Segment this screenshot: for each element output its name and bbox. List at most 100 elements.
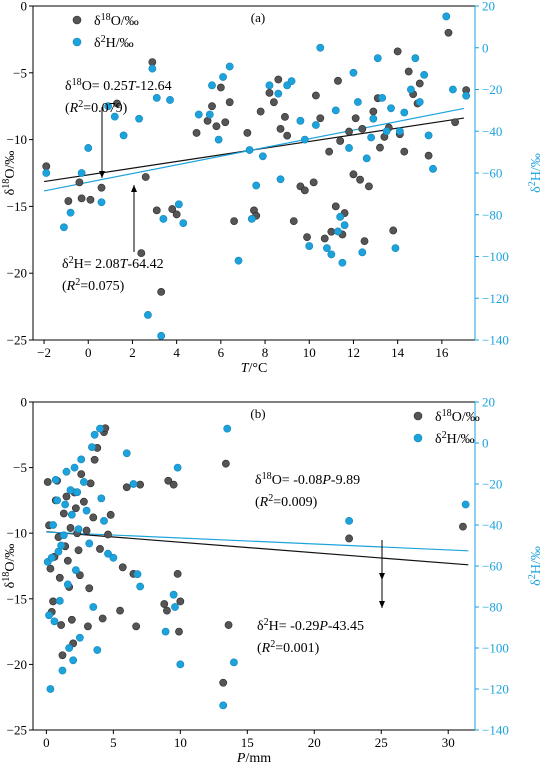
d2h-point bbox=[223, 424, 232, 433]
right-y-tick-label: −40 bbox=[482, 124, 502, 139]
d2h-point bbox=[411, 54, 420, 63]
d18o-point bbox=[86, 479, 95, 488]
d2h-point bbox=[70, 463, 79, 472]
legend: δ18O/‰ δ2H/‰ bbox=[413, 408, 480, 448]
d18o-point bbox=[96, 545, 104, 553]
d2h-point bbox=[219, 701, 228, 710]
left-y-tick-label: 0 bbox=[21, 0, 28, 14]
legend-label: δ18O/‰ bbox=[435, 408, 480, 426]
legend-marker-d2h bbox=[413, 433, 423, 443]
d2h-point bbox=[144, 311, 152, 319]
d2h-point bbox=[358, 248, 367, 257]
left-y-tick-label: −15 bbox=[7, 199, 27, 214]
d2h-point bbox=[349, 68, 358, 77]
d2h-point bbox=[336, 212, 345, 221]
d18o-point bbox=[89, 513, 98, 522]
legend-label: δ2H/‰ bbox=[435, 430, 475, 448]
d2h-point bbox=[88, 443, 96, 451]
d2h-point bbox=[152, 93, 161, 102]
d2h-point bbox=[133, 570, 142, 579]
right-y-axis-title: δ2H/‰ bbox=[527, 546, 545, 586]
panel-label: (a) bbox=[251, 10, 265, 25]
fit-equation-d18o: δ18O= -0.08P-9.89 bbox=[255, 471, 360, 489]
d2h-point bbox=[51, 475, 60, 484]
left-y-tick-label: −10 bbox=[7, 526, 27, 541]
fit-r2-d2h: (R2=0.075) bbox=[62, 277, 125, 295]
d2h-point bbox=[67, 510, 76, 519]
d18o-point bbox=[66, 524, 75, 532]
d18o-point bbox=[281, 112, 289, 121]
d18o-point bbox=[122, 483, 131, 492]
fit-equation-d2h: δ2H= 2.08T-64.42 bbox=[62, 255, 164, 273]
d2h-point bbox=[391, 244, 400, 253]
annotation-arrowhead bbox=[99, 171, 105, 178]
d2h-point bbox=[104, 102, 113, 111]
d2h-point bbox=[176, 660, 185, 669]
d18o-point bbox=[74, 546, 83, 555]
x-tick-label: 15 bbox=[241, 735, 254, 750]
d18o-point bbox=[269, 98, 278, 107]
d18o-point bbox=[97, 183, 106, 192]
d18o-point bbox=[164, 476, 173, 485]
d18o-point bbox=[336, 137, 345, 145]
d18o-point bbox=[152, 206, 161, 215]
left-y-axis-title: δ18O/‰ bbox=[1, 151, 19, 196]
d18o-point bbox=[243, 129, 252, 137]
d2h-point bbox=[179, 219, 188, 227]
d2h-point bbox=[362, 154, 371, 163]
d18o-point bbox=[221, 118, 230, 127]
x-tick-label: 4 bbox=[173, 345, 180, 360]
d2h-point bbox=[110, 112, 119, 121]
right-y-tick-label: −60 bbox=[482, 166, 502, 181]
right-y-axis-title: δ2H/‰ bbox=[527, 153, 545, 193]
d18o-point bbox=[168, 205, 177, 213]
d2h-point bbox=[65, 644, 74, 652]
d2h-point bbox=[369, 114, 378, 123]
right-y-tick-label: 20 bbox=[482, 0, 495, 14]
right-y-tick-label: 0 bbox=[482, 40, 489, 55]
d18o-point bbox=[289, 217, 298, 225]
d2h-point bbox=[66, 486, 75, 495]
right-y-tick-label: −20 bbox=[482, 477, 502, 492]
d2h-point bbox=[296, 116, 305, 125]
d18o-point bbox=[230, 217, 239, 225]
d18o-point bbox=[404, 67, 413, 76]
d18o-point bbox=[137, 249, 146, 258]
d18o-point bbox=[173, 569, 182, 578]
d2h-point bbox=[331, 106, 340, 115]
d18o-point bbox=[67, 615, 76, 624]
d18o-point bbox=[77, 470, 86, 479]
d18o-point bbox=[106, 510, 115, 519]
d2h-point bbox=[311, 121, 320, 129]
right-y-tick-label: −40 bbox=[482, 518, 502, 533]
d18o-point bbox=[415, 79, 424, 88]
x-tick-label: 2 bbox=[129, 345, 136, 360]
d18o-point bbox=[276, 125, 285, 133]
d2h-point bbox=[448, 85, 457, 94]
d2h-point bbox=[97, 198, 106, 207]
d2h-point bbox=[100, 517, 108, 525]
d2h-point bbox=[159, 215, 168, 223]
d2h-point bbox=[69, 656, 78, 665]
d18o-point bbox=[49, 597, 57, 606]
d2h-point bbox=[169, 590, 178, 599]
d2h-point bbox=[415, 98, 424, 106]
d18o-point bbox=[393, 47, 402, 56]
d2h-point bbox=[234, 256, 243, 265]
d2h-point bbox=[77, 455, 86, 464]
d18o-point bbox=[389, 226, 398, 235]
d2h-point bbox=[230, 658, 238, 667]
d18o-point bbox=[118, 563, 127, 572]
d2h-point bbox=[135, 114, 143, 123]
d18o-point bbox=[82, 526, 91, 535]
d18o-point bbox=[225, 98, 234, 107]
d18o-point bbox=[62, 492, 71, 501]
d2h-point bbox=[387, 104, 395, 113]
x-tick-label: 0 bbox=[85, 345, 92, 360]
fit-equation-d2h: δ2H= -0.29P-43.45 bbox=[257, 617, 364, 635]
d2h-point bbox=[42, 169, 51, 177]
d18o-point bbox=[451, 118, 460, 127]
right-y-tick-label: −140 bbox=[482, 333, 509, 348]
d2h-point bbox=[49, 521, 57, 529]
d18o-point bbox=[224, 621, 233, 629]
